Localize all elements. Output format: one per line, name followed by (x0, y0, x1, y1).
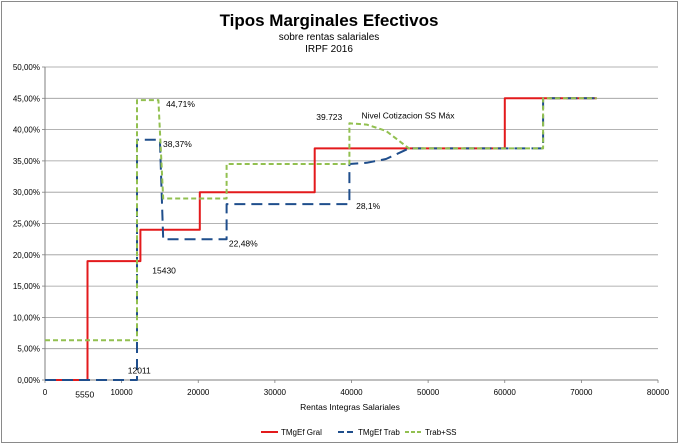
x-tick-label: 40000 (340, 388, 363, 397)
x-tick-label: 0 (43, 388, 48, 397)
chart-subtitle-2: IRPF 2016 (305, 44, 353, 55)
y-tick-label: 5,00% (17, 345, 40, 354)
legend-label: TMgEf Trab (358, 428, 400, 437)
x-tick-label: 80000 (647, 388, 670, 397)
y-tick-label: 45,00% (13, 94, 40, 103)
y-tick-label: 25,00% (13, 220, 40, 229)
x-tick-label: 30000 (264, 388, 287, 397)
x-axis-tick-labels: 0 10000 20000 30000 40000 50000 60000 70000 8000… (43, 388, 670, 397)
x-tick-label: 50000 (417, 388, 440, 397)
chart-title: Tipos Marginales Efectivos (220, 11, 439, 30)
y-gridlines (45, 66, 658, 350)
series-line-1 (45, 97, 597, 381)
y-tick-label: 10,00% (13, 313, 40, 322)
axes (42, 66, 659, 383)
annotation-label: 39.723 (316, 112, 342, 122)
annotations: 44,71% 38,37% 22,48% 15430 12011 5550 28,1% 39.… (75, 99, 455, 399)
series-line-2 (45, 97, 597, 381)
annotation-label: 12011 (128, 366, 151, 376)
legend-label: TMgEf Gral (281, 428, 322, 437)
annotation-label: 28,1% (356, 201, 381, 211)
x-tick-label: 10000 (111, 388, 134, 397)
y-tick-label: 0,00% (17, 376, 40, 385)
y-tick-label: 30,00% (13, 188, 40, 197)
annotation-label: 15430 (152, 266, 176, 276)
legend-label: Trab+SS (425, 428, 457, 437)
annotation-label: 44,71% (166, 99, 195, 109)
annotation-label: Nivel Cotizacion SS Máx (361, 110, 455, 120)
legend: TMgEf Gral TMgEf Trab Trab+SS (261, 428, 457, 437)
y-tick-label: 35,00% (13, 157, 40, 166)
x-tick-label: 70000 (570, 388, 593, 397)
y-axis-tick-labels: 0,00% 5,00% 10,00% 15,00% 20,00% 25,00% 30,00%… (13, 63, 40, 385)
y-tick-label: 15,00% (13, 282, 40, 291)
series-line-3 (45, 97, 597, 342)
x-tick-label: 60000 (494, 388, 517, 397)
y-tick-label: 40,00% (13, 126, 40, 135)
annotation-label: 5550 (75, 390, 94, 400)
annotation-label: 38,37% (163, 139, 192, 149)
annotation-label: 22,48% (229, 239, 258, 249)
y-tick-label: 20,00% (13, 251, 40, 260)
x-axis-label: Rentas Integras Salariales (300, 402, 400, 412)
series-lines (45, 97, 597, 381)
y-tick-label: 50,00% (13, 63, 40, 72)
x-tick-label: 20000 (187, 388, 210, 397)
chart-subtitle-1: sobre rentas salariales (279, 32, 380, 43)
